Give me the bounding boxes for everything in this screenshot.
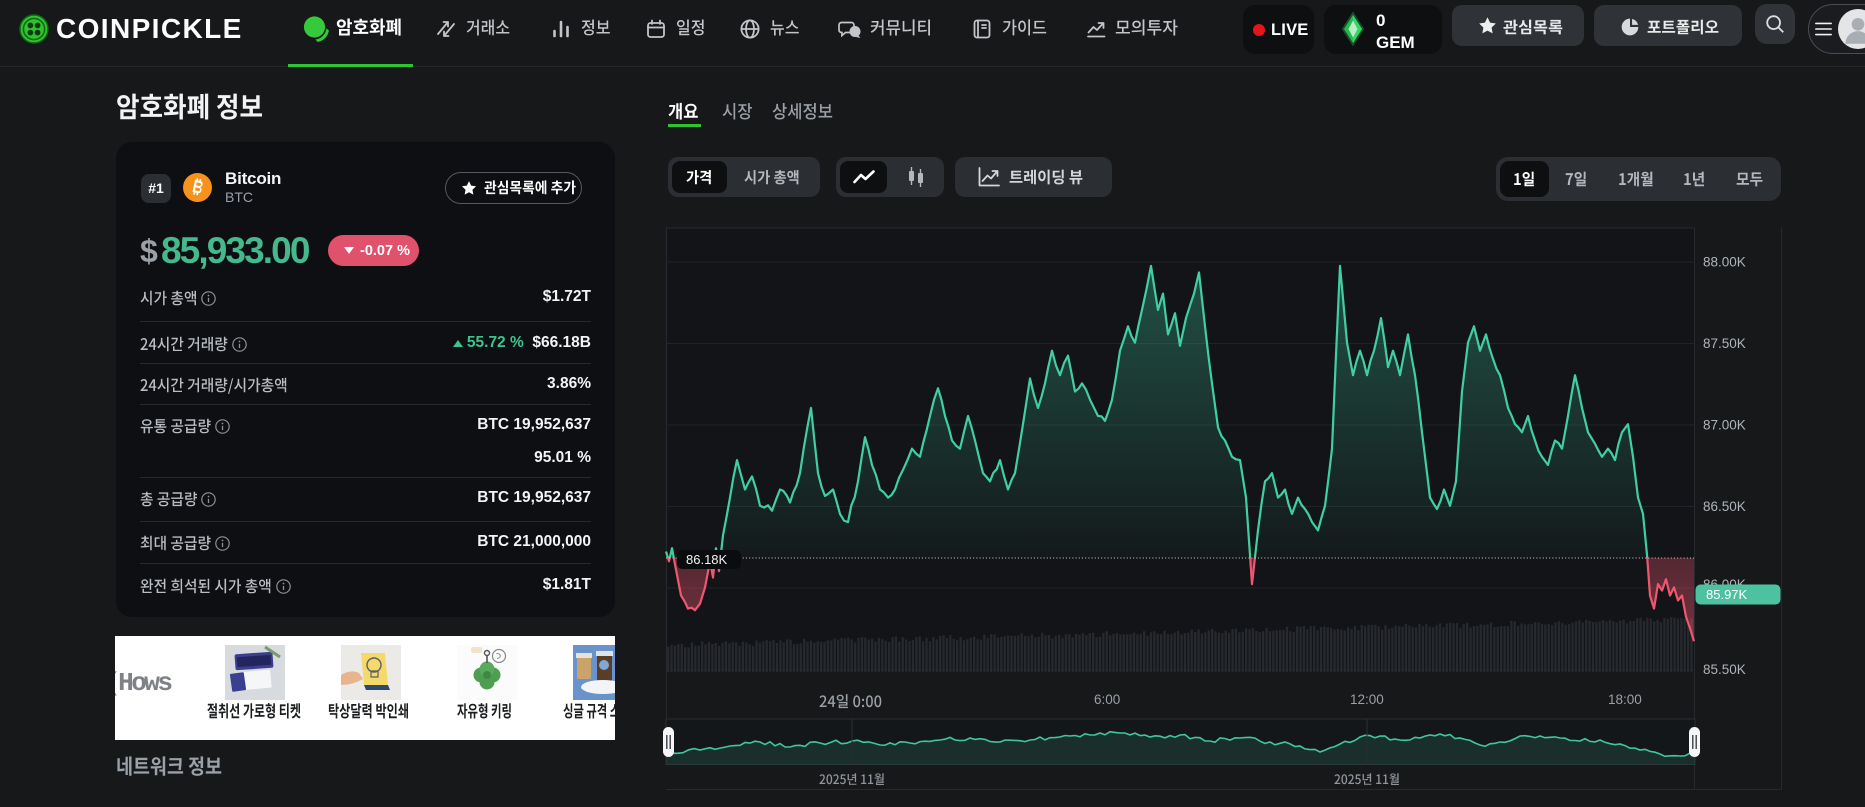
svg-text:87.50K: 87.50K [1703, 336, 1746, 351]
svg-text:87.00K: 87.00K [1703, 418, 1746, 433]
svg-text:85.50K: 85.50K [1703, 662, 1746, 677]
svg-text:86.50K: 86.50K [1703, 499, 1746, 514]
svg-text:88.00K: 88.00K [1703, 255, 1746, 270]
svg-text:85.97K: 85.97K [1706, 587, 1748, 602]
svg-text:86.18K: 86.18K [686, 552, 728, 567]
